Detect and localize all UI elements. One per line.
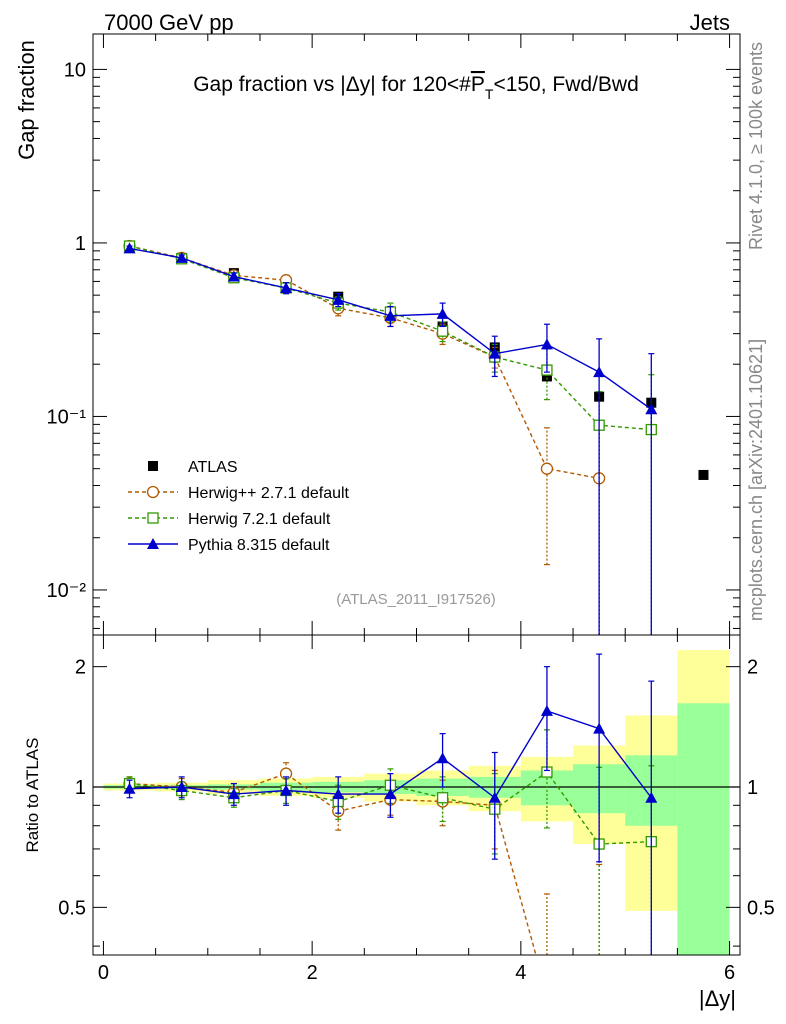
legend-label: Pythia 8.315 default	[188, 537, 330, 554]
ratio-y-tick-label-right: 0.5	[747, 897, 775, 919]
legend-marker	[147, 538, 159, 549]
data-point	[175, 781, 188, 793]
legend-item: Herwig 7.2.1 default	[128, 511, 331, 528]
series-2	[123, 240, 657, 635]
ratio-y-tick-label: 0.5	[58, 897, 86, 919]
ratio-y-tick-label: 2	[75, 657, 86, 679]
category-label: Jets	[690, 10, 730, 35]
x-tick-label: 2	[307, 962, 318, 984]
data-point	[175, 251, 188, 263]
legend-item: Pythia 8.315 default	[128, 537, 330, 554]
data-point	[332, 293, 345, 305]
y-tick-label: 10⁻²	[47, 580, 87, 602]
legend-label: Herwig 7.2.1 default	[188, 511, 331, 528]
data-point	[540, 462, 554, 475]
series-line	[129, 245, 652, 431]
data-point	[593, 722, 606, 734]
data-point	[541, 371, 552, 382]
ratio-y-tick-label: 1	[75, 777, 86, 799]
x-tick-label: 6	[724, 962, 735, 984]
data-point	[280, 281, 293, 293]
legend-label: Herwig++ 2.7.1 default	[188, 485, 350, 502]
legend-marker	[146, 485, 160, 499]
ratio-y-tick-label-right: 1	[747, 777, 758, 799]
energy-label: 7000 GeV pp	[104, 10, 234, 35]
data-point	[436, 307, 449, 319]
data-point	[280, 784, 293, 796]
data-point	[384, 788, 397, 800]
ratio-data-layer	[123, 653, 658, 955]
x-axis-label: |Δy|	[699, 986, 736, 1011]
data-point	[488, 347, 501, 359]
legend-marker	[148, 461, 158, 471]
data-point	[227, 788, 240, 800]
main-data-layer	[123, 239, 709, 635]
stat-uncertainty-band	[677, 703, 730, 955]
data-point	[488, 791, 501, 803]
y-tick-label: 10	[64, 59, 86, 81]
data-point	[436, 792, 449, 804]
x-tick-label: 4	[515, 962, 526, 984]
ratio-axes: 2 2 1 1 0.5 0.5 0 2 4 6	[58, 635, 775, 984]
ratio-uncertainty-bands	[93, 650, 740, 955]
ratio-y-tick-label-right: 2	[747, 657, 758, 679]
data-point	[645, 791, 658, 803]
data-point	[540, 704, 553, 716]
rivet-version-label: Rivet 4.1.0, ≥ 100k events	[746, 42, 766, 250]
x-tick-label: 0	[98, 962, 109, 984]
mcplots-source-label: mcplots.cern.ch [arXiv:2401.10621]	[746, 339, 766, 621]
data-point	[436, 752, 449, 764]
legend-item: ATLAS	[148, 459, 238, 476]
data-point	[540, 338, 553, 350]
data-point	[332, 788, 345, 800]
series-line	[129, 247, 652, 410]
series-line	[129, 771, 652, 845]
series-line	[129, 772, 537, 955]
legend-marker	[147, 512, 159, 524]
y-tick-label: 10⁻¹	[47, 406, 87, 428]
data-point	[123, 782, 136, 794]
data-point	[227, 270, 240, 282]
data-point	[698, 469, 709, 480]
legend-label: ATLAS	[188, 459, 238, 476]
series-1	[123, 239, 606, 635]
data-point	[436, 325, 449, 337]
chart-title: Gap fraction vs |Δy| for 120<#PT<150, Fw…	[193, 73, 639, 102]
data-point	[123, 242, 136, 254]
data-point	[645, 403, 658, 415]
analysis-reference-label: (ATLAS_2011_I917526)	[336, 591, 496, 608]
legend: ATLAS Herwig++ 2.7.1 default Herwig 7.2.1 …	[128, 459, 350, 554]
ratio-y-axis-label: Ratio to ATLAS	[23, 738, 42, 853]
data-point	[384, 309, 397, 321]
y-axis-label: Gap fraction	[14, 40, 39, 160]
series-0	[124, 242, 709, 480]
data-point	[593, 366, 606, 378]
y-tick-label: 1	[75, 233, 86, 255]
series-2	[123, 653, 658, 955]
series-line	[129, 245, 600, 479]
legend-item: Herwig++ 2.7.1 default	[128, 485, 350, 502]
series-3	[123, 242, 658, 635]
main-y-axis: 10 1 10⁻¹ 10⁻²	[47, 34, 740, 635]
